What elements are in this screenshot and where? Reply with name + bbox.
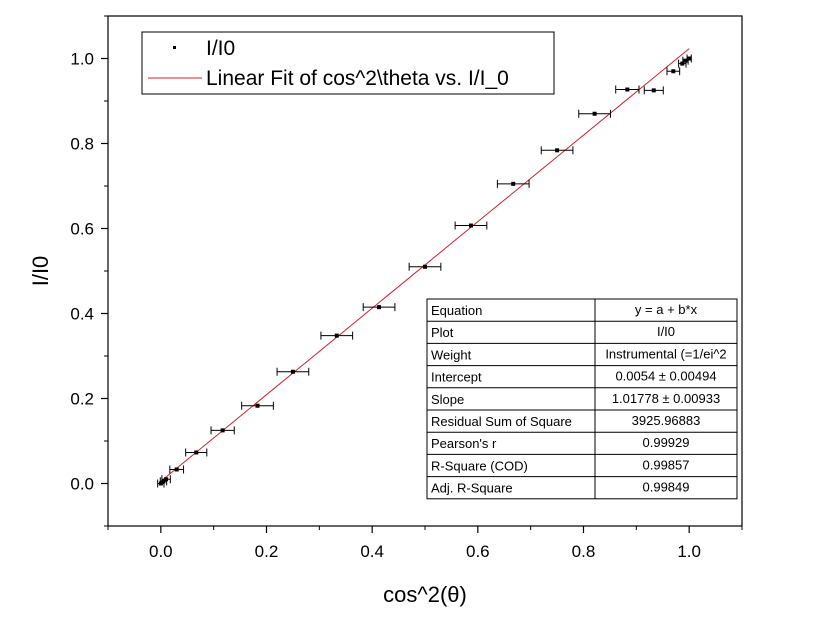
data-point: [255, 403, 260, 408]
stats-row-value: 0.99849: [643, 480, 690, 495]
stats-row-label: Weight: [431, 347, 472, 362]
stats-row-value: I/I0: [657, 324, 675, 339]
x-tick-label: 0.2: [255, 542, 279, 561]
legend: I/I0 Linear Fit of cos^2\theta vs. I/I_0: [141, 31, 555, 95]
stats-row-label: Intercept: [431, 370, 482, 385]
stats-row-value: 0.0054 ± 0.00494: [615, 369, 716, 384]
legend-marker-data: [173, 46, 176, 49]
data-point: [158, 481, 163, 486]
data-point: [511, 181, 516, 186]
data-point: [423, 264, 427, 269]
data-point: [174, 467, 179, 472]
y-tick-label: 0.2: [70, 390, 94, 409]
data-point: [651, 88, 656, 93]
x-axis-title: cos^2(θ): [383, 582, 467, 607]
data-point: [164, 477, 169, 482]
y-tick-label: 0.0: [70, 475, 94, 494]
y-tick-label: 1.0: [70, 50, 94, 69]
y-tick-label: 0.6: [70, 220, 94, 239]
fit-stats-table: Equation y = a + b*x Plot I/I0 Weight Instrum…: [426, 298, 738, 500]
data-point: [555, 148, 560, 153]
stats-row-value: 1.01778 ± 0.00933: [612, 391, 720, 406]
data-point: [194, 450, 199, 455]
data-point: [680, 61, 685, 66]
stats-row-label: Adj. R-Square: [431, 481, 513, 496]
stats-row-label: Plot: [431, 325, 454, 340]
stats-row-label: R-Square (COD): [431, 458, 528, 473]
legend-label-data: I/I0: [206, 37, 235, 60]
data-point: [161, 479, 166, 484]
stats-row-label: Pearson's r: [431, 436, 497, 451]
stats-table-border: [426, 298, 738, 500]
x-tick-label: 0.4: [360, 542, 384, 561]
data-point: [468, 223, 473, 228]
data-point: [377, 305, 382, 310]
y-axis-title: I/I0: [28, 256, 53, 287]
data-point: [625, 87, 630, 92]
data-point: [290, 369, 295, 374]
stats-row-label: Residual Sum of Square: [431, 414, 572, 429]
axes: 0.0 0.2 0.4 0.6 0.8 1.0 0.0 0.2 0.4 0.6 0.8 1.0: [70, 15, 743, 561]
data-point: [334, 333, 339, 338]
stats-row-value: 0.99929: [643, 435, 690, 450]
stats-row-value: 0.99857: [643, 457, 690, 472]
data-points-group: [157, 54, 692, 488]
stats-row-value: y = a + b*x: [635, 302, 698, 317]
x-tick-label: 0.0: [149, 542, 173, 561]
x-tick-label: 0.8: [572, 542, 596, 561]
x-tick-label: 1.0: [677, 542, 701, 561]
legend-box: [141, 31, 555, 95]
stats-row-value: 3925.96883: [632, 413, 701, 428]
y-tick-label: 0.8: [70, 135, 94, 154]
data-point: [592, 111, 597, 116]
data-point: [683, 58, 688, 63]
data-point: [220, 428, 225, 433]
legend-label-fit: Linear Fit of cos^2\theta vs. I/I_0: [206, 67, 509, 90]
stats-row-label: Slope: [431, 392, 464, 407]
stats-row-value: Instrumental (=1/ei^2: [605, 346, 726, 361]
data-point: [687, 56, 692, 61]
x-tick-label: 0.6: [466, 542, 490, 561]
data-point: [671, 69, 676, 74]
y-tick-label: 0.4: [70, 305, 94, 324]
stats-row-label: Equation: [431, 303, 482, 318]
